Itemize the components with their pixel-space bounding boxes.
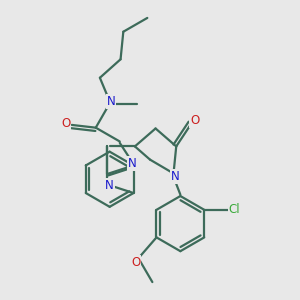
Text: O: O (190, 114, 199, 127)
Text: N: N (105, 179, 114, 192)
Text: N: N (106, 95, 115, 108)
Text: Cl: Cl (229, 203, 240, 216)
Text: O: O (61, 117, 70, 130)
Text: O: O (131, 256, 140, 269)
Text: N: N (128, 157, 136, 170)
Text: N: N (171, 170, 180, 183)
